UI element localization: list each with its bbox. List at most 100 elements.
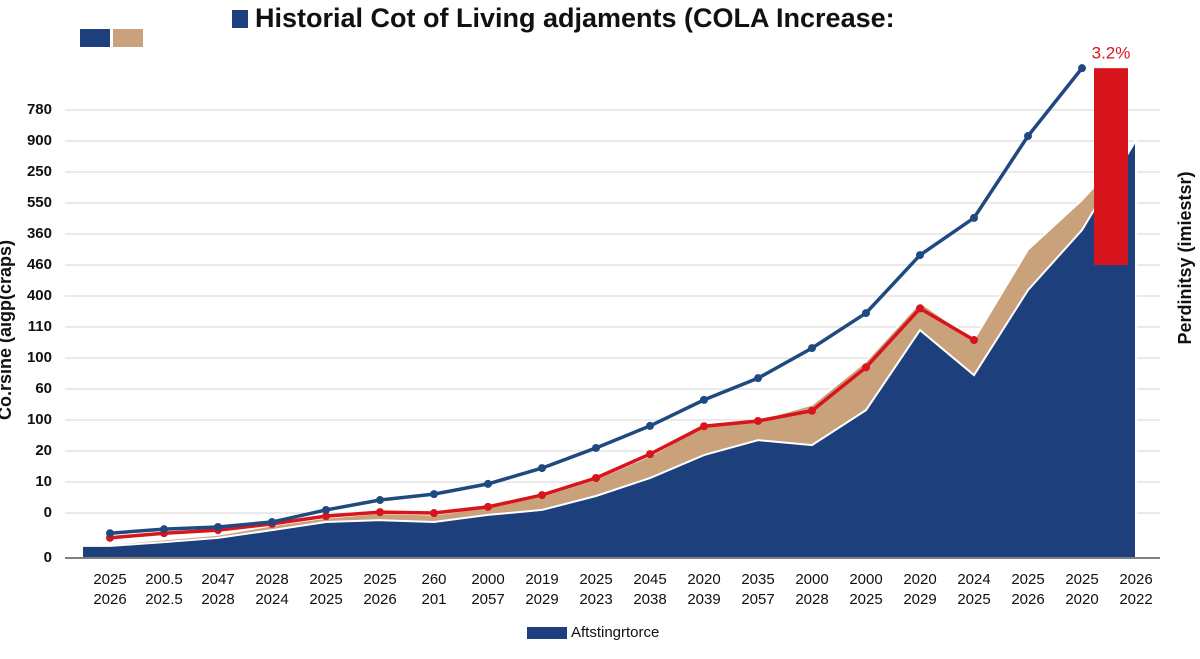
y-tick-label: 900: [27, 132, 52, 149]
y-tick-label: 780: [27, 101, 52, 118]
marker: [862, 363, 870, 372]
x-tick-label: 2028: [795, 591, 828, 608]
x-tick-label: 2035: [741, 571, 774, 588]
marker: [646, 421, 654, 430]
x-tick-label: 260: [421, 571, 446, 588]
marker: [646, 450, 654, 459]
x-tick-label: 2057: [471, 591, 504, 608]
y2-axis-label: Perdinitsy (imiestsr): [1175, 171, 1195, 344]
x-tick-label: 2028: [201, 591, 234, 608]
marker: [484, 479, 492, 488]
marker: [754, 416, 762, 425]
x-tick-label: 2028: [255, 571, 288, 588]
x-tick-label: 2057: [741, 591, 774, 608]
marker: [862, 309, 870, 318]
marker: [970, 213, 978, 222]
legend-label: Aftstingrtorce: [571, 624, 659, 641]
marker: [322, 505, 330, 514]
marker: [106, 529, 114, 538]
marker: [916, 251, 924, 260]
marker: [592, 443, 600, 452]
marker: [160, 525, 168, 534]
x-tick-label: 2026: [1119, 571, 1152, 588]
x-tick-label: 2020: [1065, 591, 1098, 608]
marker: [322, 512, 330, 521]
marker: [1024, 132, 1032, 141]
y-tick-label: 360: [27, 225, 52, 242]
y-tick-label: 250: [27, 163, 52, 180]
chart-title: Historial Cot of Living adjaments (COLA …: [255, 3, 895, 33]
x-tick-label: 2025: [309, 571, 342, 588]
legend-swatch: [113, 29, 143, 47]
x-tick-label: 2039: [687, 591, 720, 608]
plot-area: [65, 64, 1160, 559]
x-tick-label: 2019: [525, 571, 558, 588]
x-tick-label: 2024: [957, 571, 990, 588]
marker: [538, 464, 546, 473]
y-tick-label: 100: [27, 349, 52, 366]
x-tick-label: 2025: [579, 571, 612, 588]
annotation: 3.2%: [1092, 44, 1131, 63]
x-tick-label: 2000: [849, 571, 882, 588]
x-tick-label: 2029: [525, 591, 558, 608]
x-tick-label: 2047: [201, 571, 234, 588]
y-tick-label: 0: [44, 504, 52, 521]
y-tick-label: 60: [35, 380, 52, 397]
x-tick-label: 2038: [633, 591, 666, 608]
x-tick-label: 2025: [849, 591, 882, 608]
y-tick-label: 460: [27, 256, 52, 273]
x-tick-label: 2025: [1065, 571, 1098, 588]
title-icon: [232, 10, 248, 28]
x-tick-label: 2025: [957, 591, 990, 608]
y-tick-label: 20: [35, 442, 52, 459]
marker: [430, 490, 438, 499]
x-tick-label: 2026: [93, 591, 126, 608]
marker: [808, 344, 816, 353]
x-tick-label: 2025: [1011, 571, 1044, 588]
x-tick-label: 2000: [471, 571, 504, 588]
y-tick-label: 10: [35, 473, 52, 490]
x-tick-label: 2025: [309, 591, 342, 608]
x-tick-label: 2000: [795, 571, 828, 588]
marker: [808, 406, 816, 415]
marker: [700, 422, 708, 431]
area: [81, 136, 1137, 559]
x-tick-label: 2020: [687, 571, 720, 588]
legend-swatch: [80, 29, 110, 47]
x-tick-label: 2026: [363, 591, 396, 608]
x-tick-label: 2026: [1011, 591, 1044, 608]
marker: [1078, 64, 1086, 73]
y-tick-label: 550: [27, 194, 52, 211]
x-tick-label: 2024: [255, 591, 288, 608]
marker: [916, 304, 924, 313]
x-tick-label: 202.5: [145, 591, 183, 608]
x-tick-label: 2025: [363, 571, 396, 588]
y-tick-label: 100: [27, 411, 52, 428]
marker: [430, 509, 438, 518]
y-tick-label: 110: [28, 318, 52, 335]
x-tick-label: 2020: [903, 571, 936, 588]
y-tick-label: 0: [44, 549, 52, 566]
marker: [538, 491, 546, 500]
x-tick-label: 2022: [1119, 591, 1152, 608]
x-tick-label: 2045: [633, 571, 666, 588]
marker: [592, 474, 600, 483]
marker: [484, 502, 492, 511]
marker: [700, 395, 708, 404]
y-tick-label: 400: [27, 287, 52, 304]
legend-swatch: [527, 627, 567, 639]
bar: [1094, 68, 1128, 266]
x-tick-label: 2029: [903, 591, 936, 608]
x-tick-label: 2025: [93, 571, 126, 588]
marker: [376, 496, 384, 505]
marker: [754, 374, 762, 383]
marker: [376, 508, 384, 517]
marker: [214, 522, 222, 531]
y-axis-label: Co.rsine (aigp(craps): [0, 240, 15, 420]
x-tick-label: 201: [421, 591, 446, 608]
marker: [970, 336, 978, 345]
x-tick-label: 2023: [579, 591, 612, 608]
marker: [268, 518, 276, 527]
x-tick-label: 200.5: [145, 571, 183, 588]
